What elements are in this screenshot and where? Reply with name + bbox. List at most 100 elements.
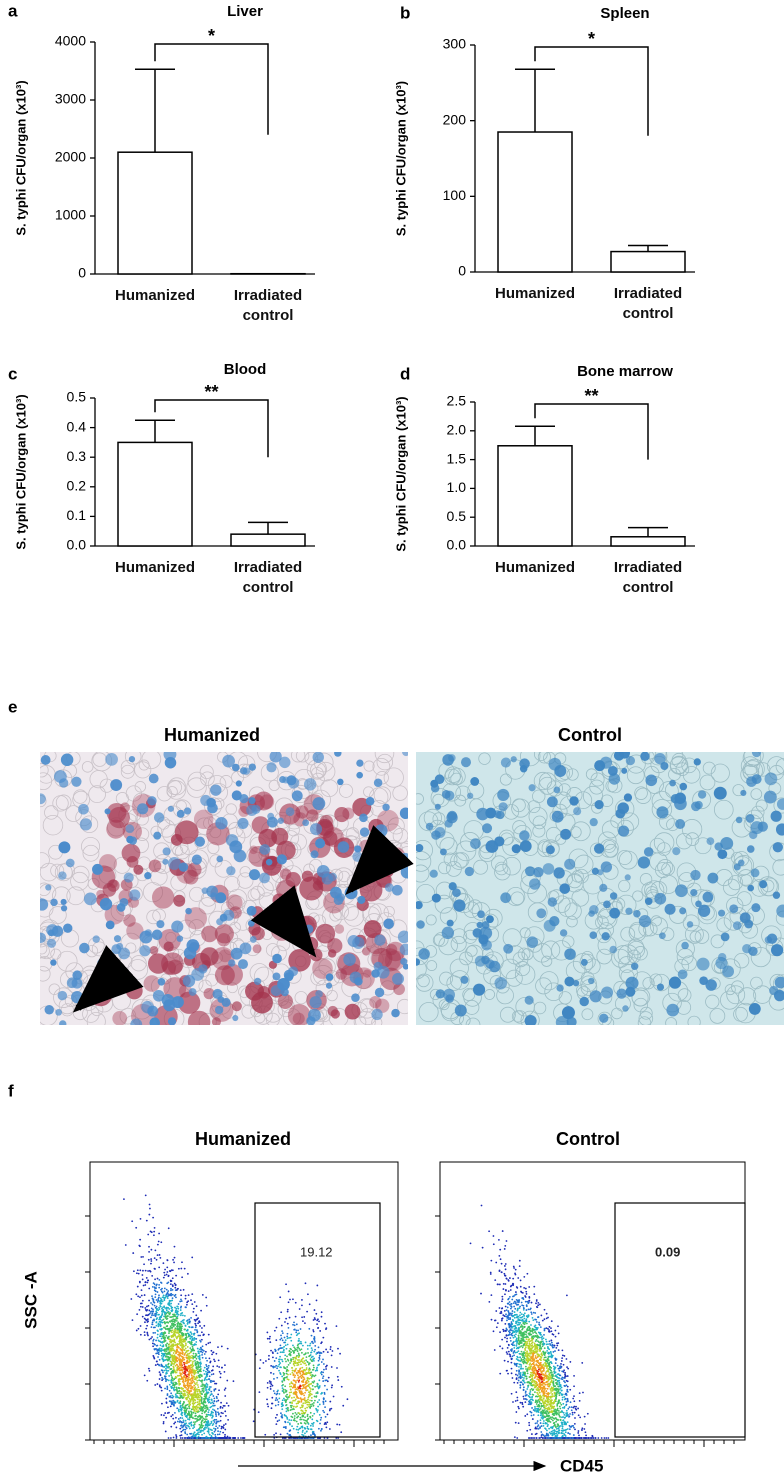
nucleus (690, 870, 700, 880)
nucleus (675, 819, 685, 829)
nucleus (645, 897, 653, 905)
nucleus (746, 814, 755, 823)
event-dot (201, 1397, 203, 1399)
nucleus (171, 921, 183, 933)
event-dot (188, 1377, 190, 1379)
nucleus (312, 797, 325, 810)
event-dot (168, 1363, 170, 1365)
event-dot (234, 1437, 236, 1439)
event-dot (151, 1275, 153, 1277)
nucleus (687, 921, 694, 928)
event-dot (203, 1384, 205, 1386)
event-dot (192, 1346, 194, 1348)
nucleus (154, 812, 164, 822)
event-dot (181, 1276, 183, 1278)
nucleus (54, 770, 67, 783)
nucleus (626, 977, 639, 990)
event-dot (192, 1326, 194, 1328)
event-dot (210, 1391, 212, 1393)
event-dot (147, 1318, 149, 1320)
event-dot (196, 1358, 198, 1360)
nucleus (147, 796, 156, 805)
nucleus (222, 998, 231, 1007)
event-dot (325, 1349, 327, 1351)
event-dot (323, 1397, 325, 1399)
event-dot (312, 1356, 314, 1358)
event-dot (302, 1379, 304, 1381)
nucleus (113, 985, 123, 995)
significance-label: * (208, 26, 215, 46)
event-dot (286, 1366, 288, 1368)
event-dot (311, 1347, 313, 1349)
event-dot (158, 1294, 160, 1296)
event-dot (291, 1367, 293, 1369)
event-dot (183, 1362, 185, 1364)
event-dot (307, 1377, 309, 1379)
nucleus (71, 777, 81, 787)
event-dot (302, 1430, 304, 1432)
nucleus (61, 754, 73, 766)
event-dot (225, 1423, 227, 1425)
event-dot (161, 1355, 163, 1357)
event-dot (177, 1310, 179, 1312)
event-dot (215, 1413, 217, 1415)
event-dot (177, 1335, 179, 1337)
event-dot (308, 1328, 310, 1330)
nucleus (149, 1017, 160, 1028)
event-dot (186, 1434, 188, 1436)
event-dot (215, 1419, 217, 1421)
nucleus (442, 790, 451, 799)
event-dot (212, 1380, 214, 1382)
panel-letter: f (8, 1081, 14, 1100)
event-dot (196, 1319, 198, 1321)
event-dot (154, 1286, 156, 1288)
event-dot (253, 1420, 255, 1422)
event-dot (195, 1364, 197, 1366)
event-dot (209, 1375, 211, 1377)
event-dot (139, 1296, 141, 1298)
event-dot (208, 1334, 210, 1336)
stain (148, 953, 168, 973)
event-dot (169, 1368, 171, 1370)
event-dot (151, 1336, 153, 1338)
event-dot (287, 1409, 289, 1411)
event-dot (149, 1204, 151, 1206)
nucleus (601, 861, 612, 872)
event-dot (170, 1374, 172, 1376)
event-dot (290, 1351, 292, 1353)
event-dot (172, 1378, 174, 1380)
event-dot (195, 1412, 197, 1414)
nucleus (61, 899, 67, 905)
error-bar (515, 426, 555, 446)
event-dot (289, 1434, 291, 1436)
event-dot (152, 1355, 154, 1357)
event-dot (203, 1429, 205, 1431)
event-dot (183, 1341, 185, 1343)
event-dot (180, 1341, 182, 1343)
event-dot (202, 1417, 204, 1419)
nucleus (79, 943, 90, 954)
event-dot (194, 1323, 196, 1325)
event-dot (303, 1354, 305, 1356)
event-dot (172, 1297, 174, 1299)
event-dot (140, 1334, 142, 1336)
event-dot (171, 1331, 173, 1333)
event-dot (170, 1339, 172, 1341)
event-dot (271, 1407, 273, 1409)
nucleus (485, 959, 495, 969)
event-dot (190, 1368, 192, 1370)
event-dot (200, 1430, 202, 1432)
nucleus (359, 814, 368, 823)
event-dot (146, 1325, 148, 1327)
event-dot (201, 1416, 203, 1418)
event-dot (190, 1344, 192, 1346)
event-dot (294, 1348, 296, 1350)
nucleus (286, 807, 295, 816)
nucleus (232, 764, 240, 772)
event-dot (301, 1419, 303, 1421)
event-dot (182, 1437, 184, 1439)
event-dot (142, 1270, 144, 1272)
nucleus (47, 939, 56, 948)
nucleus (759, 880, 767, 888)
